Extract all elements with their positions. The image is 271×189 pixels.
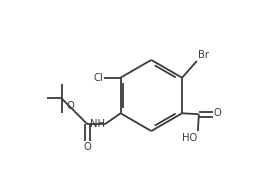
Text: Br: Br — [198, 50, 209, 60]
Text: O: O — [214, 108, 221, 118]
Text: NH: NH — [89, 119, 105, 129]
Text: O: O — [66, 101, 74, 111]
Text: HO: HO — [182, 133, 197, 143]
Text: O: O — [83, 143, 91, 153]
Text: Cl: Cl — [93, 73, 103, 83]
